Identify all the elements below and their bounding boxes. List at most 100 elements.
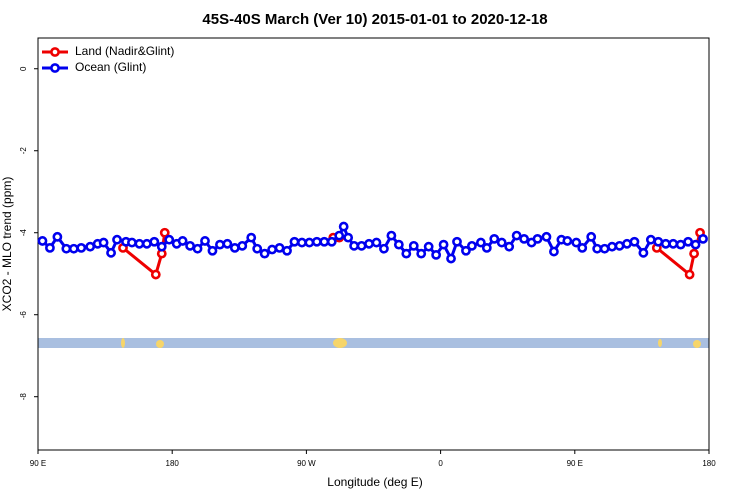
point (149, 236, 160, 247)
point (629, 236, 640, 247)
point (668, 238, 679, 249)
point (150, 269, 161, 280)
point (683, 236, 694, 247)
point (246, 232, 257, 243)
point (481, 242, 492, 253)
point (622, 238, 632, 249)
point (401, 248, 412, 259)
point (304, 237, 315, 248)
point (511, 230, 522, 241)
point (577, 242, 588, 253)
point (106, 247, 116, 258)
point (461, 245, 471, 256)
point (431, 249, 442, 260)
x-tick-label: 180 (166, 459, 180, 468)
point (452, 236, 462, 247)
point (282, 245, 292, 256)
point (134, 238, 145, 249)
point (489, 233, 500, 244)
y-tick-label: -2 (19, 147, 28, 155)
point (645, 234, 656, 245)
point (156, 241, 167, 252)
point (423, 241, 434, 252)
point (653, 236, 664, 247)
point (274, 242, 285, 253)
point (334, 230, 345, 241)
point (98, 237, 109, 248)
point (562, 236, 573, 246)
point (349, 240, 360, 251)
point (200, 236, 210, 246)
x-tick-label: 90 E (567, 459, 583, 468)
point (586, 231, 597, 242)
point (660, 238, 671, 249)
point (85, 241, 96, 252)
x-tick-label: 90 E (30, 459, 46, 468)
point (229, 242, 240, 253)
point (207, 245, 218, 256)
chart-title: 45S-40S March (Ver 10) 2015-01-01 to 202… (202, 11, 547, 28)
legend-marker (50, 63, 60, 73)
point (164, 234, 175, 245)
point (127, 237, 137, 248)
point (364, 238, 374, 249)
y-tick-label: -4 (19, 229, 28, 237)
point (541, 231, 552, 242)
map-strip (38, 338, 709, 348)
y-tick-label: -8 (19, 393, 28, 401)
point (698, 233, 708, 244)
point (192, 243, 203, 254)
plot-frame (37, 37, 710, 451)
point (237, 240, 248, 251)
point (408, 240, 419, 251)
x-axis-label: Longitude (deg E) (327, 475, 422, 489)
x-tick-label: 180 (702, 459, 716, 468)
legend-label: Ocean (Glint) (75, 60, 146, 74)
point (267, 244, 278, 255)
point (599, 243, 610, 254)
point (68, 243, 79, 254)
point (532, 233, 543, 244)
point (159, 227, 170, 238)
point (467, 240, 477, 251)
point (496, 237, 507, 248)
point (675, 239, 686, 250)
point (356, 240, 367, 251)
x-tick-label: 0 (438, 459, 443, 468)
point (614, 240, 625, 251)
point (252, 243, 263, 254)
point (379, 243, 389, 254)
point (185, 240, 195, 251)
point (438, 239, 449, 250)
point (638, 247, 649, 258)
point (177, 236, 188, 246)
point (519, 233, 530, 244)
point (592, 243, 603, 254)
point (549, 246, 559, 257)
point (297, 237, 307, 248)
point (326, 236, 337, 247)
point (338, 221, 349, 232)
y-tick-label: -6 (19, 311, 28, 319)
point (607, 241, 617, 252)
point (52, 231, 63, 242)
point (386, 230, 397, 241)
point (45, 242, 55, 253)
point (684, 269, 695, 280)
point (112, 234, 122, 245)
legend-label: Land (Nadir&Glint) (75, 44, 174, 58)
point (215, 239, 225, 250)
point (141, 238, 152, 249)
point (76, 242, 87, 253)
point (689, 248, 699, 259)
x-tick-label: 90 W (297, 459, 316, 468)
point (571, 237, 582, 248)
point (311, 236, 322, 247)
point (504, 241, 515, 252)
point (37, 236, 48, 246)
point (475, 237, 486, 248)
point (61, 243, 72, 254)
y-tick-label: 0 (19, 66, 28, 71)
legend-marker (50, 47, 60, 57)
